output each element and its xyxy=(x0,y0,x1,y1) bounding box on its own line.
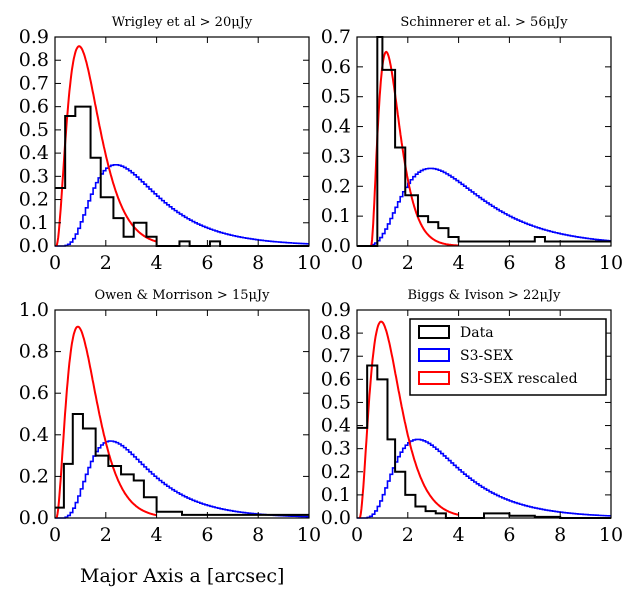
legend-swatch xyxy=(418,348,450,362)
x-tick-label: 8 xyxy=(252,252,264,274)
y-tick-label: 0.4 xyxy=(19,142,49,164)
panel-1: Wrigley et al > 20μJy 0 2 4 6 8 10 0.00.10.20.3… xyxy=(19,15,321,274)
y-tick-label: 0.2 xyxy=(19,465,49,487)
y-tick-label: 0.5 xyxy=(321,86,351,108)
panel-2: Schinnerer et al. > 56μJy 0 2 4 6 8 10 0.0 0.1 0.… xyxy=(321,15,623,274)
legend-label: S3-SEX rescaled xyxy=(460,371,578,387)
y-tick-label: 0.3 xyxy=(321,438,351,460)
y-tick-label: 0.1 xyxy=(321,484,351,506)
x-tick-label: 6 xyxy=(503,524,515,546)
x-tick-label: 2 xyxy=(100,524,112,546)
series-s3-sex-rescaled xyxy=(55,325,157,519)
panel-title: Wrigley et al > 20μJy xyxy=(112,15,253,30)
panel-title: Owen & Morrison > 15μJy xyxy=(95,288,271,303)
panel-3: Owen & Morrison > 15μJy 0 2 4 6 8 10 0.0 0.2 0.4 0… xyxy=(19,288,321,546)
y-tick-label: 0.5 xyxy=(19,119,49,141)
legend-swatch xyxy=(418,325,450,339)
x-tick-label: 0 xyxy=(49,524,61,546)
y-tick-label: 1.0 xyxy=(19,299,49,321)
panel-title: Schinnerer et al. > 56μJy xyxy=(400,15,568,30)
y-tick-label: 0.6 xyxy=(321,368,351,390)
x-tick-label: 10 xyxy=(599,524,623,546)
legend-swatch xyxy=(418,371,450,385)
y-tick-label: 0.6 xyxy=(19,382,49,404)
y-tick-label: 0.7 xyxy=(19,72,49,94)
y-tick-label: 0.0 xyxy=(19,235,49,257)
series-s3-sex xyxy=(357,167,611,247)
y-tick-label: 0.2 xyxy=(321,461,351,483)
y-tick-label: 0.8 xyxy=(321,322,351,344)
x-tick-label: 0 xyxy=(49,252,61,274)
y-tick-label: 0.4 xyxy=(19,424,49,446)
panel-title: Biggs & Ivison > 22μJy xyxy=(407,288,561,303)
y-tick-label: 0.1 xyxy=(321,205,351,227)
y-tick-label: 0.9 xyxy=(19,26,49,48)
y-tick-label: 0.8 xyxy=(19,341,49,363)
x-tick-label: 10 xyxy=(297,252,321,274)
x-tick-label: 0 xyxy=(351,524,363,546)
axes-frame xyxy=(54,36,310,247)
x-tick-label: 10 xyxy=(297,524,321,546)
y-tick-label: 0.9 xyxy=(321,299,351,321)
y-tick-label: 0.0 xyxy=(321,507,351,529)
x-tick-label: 10 xyxy=(599,252,623,274)
x-tick-label: 8 xyxy=(554,524,566,546)
x-tick-label: 2 xyxy=(100,252,112,274)
y-tick-label: 0.4 xyxy=(321,116,351,138)
x-tick-label: 4 xyxy=(151,252,163,274)
series-data xyxy=(357,364,611,519)
y-tick-label: 0.7 xyxy=(321,345,351,367)
series-data xyxy=(357,36,611,247)
y-tick-label: 0.2 xyxy=(19,189,49,211)
y-tick-label: 0.0 xyxy=(321,235,351,257)
y-tick-label: 0.2 xyxy=(321,175,351,197)
y-tick-label: 0.0 xyxy=(19,507,49,529)
series-data xyxy=(55,413,309,516)
legend: Data S3-SEX S3-SEX rescaled xyxy=(409,318,607,396)
x-tick-label: 4 xyxy=(453,252,465,274)
series-data xyxy=(55,105,309,247)
x-tick-label: 0 xyxy=(351,252,363,274)
axes-frame xyxy=(356,309,612,519)
x-tick-label: 8 xyxy=(252,524,264,546)
y-tick-label: 0.8 xyxy=(19,49,49,71)
x-tick-label: 6 xyxy=(503,252,515,274)
y-tick-label: 0.4 xyxy=(321,415,351,437)
series-s3-sex xyxy=(55,440,309,519)
y-tick-label: 0.3 xyxy=(19,165,49,187)
x-tick-label: 6 xyxy=(201,252,213,274)
series-s3-sex-rescaled xyxy=(370,50,459,247)
series-s3-sex xyxy=(55,163,309,247)
legend-label: Data xyxy=(460,325,494,341)
axes-frame xyxy=(356,36,612,247)
x-tick-label: 4 xyxy=(453,524,465,546)
y-tick-label: 0.1 xyxy=(19,212,49,234)
y-tick-label: 0.5 xyxy=(321,391,351,413)
x-tick-label: 4 xyxy=(151,524,163,546)
x-tick-label: 2 xyxy=(402,252,414,274)
y-tick-label: 0.3 xyxy=(321,145,351,167)
y-tick-label: 0.6 xyxy=(19,96,49,118)
x-tick-label: 6 xyxy=(201,524,213,546)
legend-box xyxy=(409,318,607,396)
legend-label: S3-SEX xyxy=(460,348,513,364)
y-tick-label: 0.6 xyxy=(321,56,351,78)
axes-frame xyxy=(54,309,310,519)
series-s3-sex-rescaled xyxy=(55,45,157,247)
x-tick-label: 2 xyxy=(402,524,414,546)
series-s3-sex-rescaled xyxy=(358,320,459,519)
y-tick-label: 0.7 xyxy=(321,26,351,48)
x-tick-label: 8 xyxy=(554,252,566,274)
figure-x-label: Major Axis a [arcsec] xyxy=(80,565,284,587)
series-s3-sex xyxy=(357,438,611,519)
